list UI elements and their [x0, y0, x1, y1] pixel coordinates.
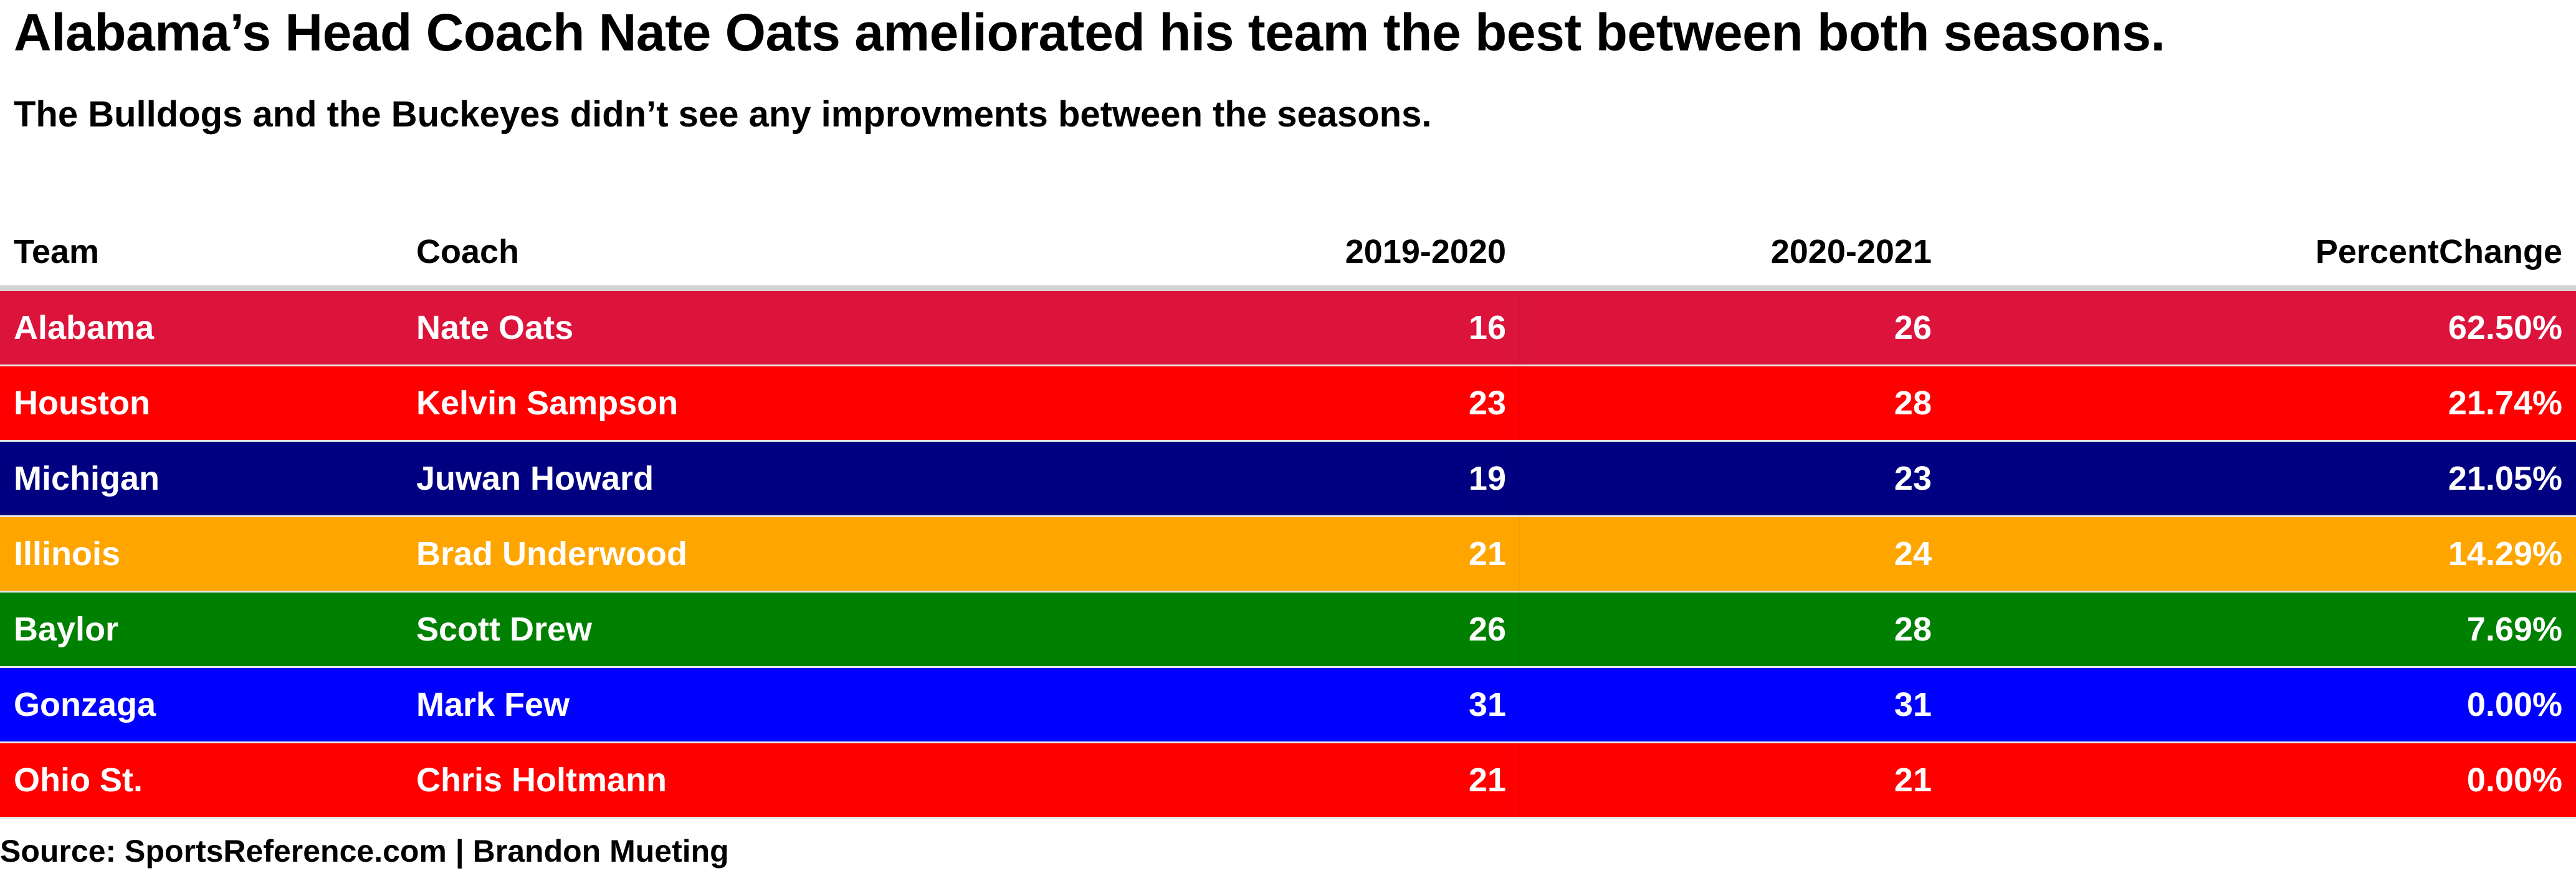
coach-cell: Juwan Howard	[416, 460, 654, 497]
source-note: Source: SportsReference.com | Brandon Mu…	[0, 834, 729, 869]
table-header: Team Coach 2019-2020 2020-2021 PercentCh…	[0, 218, 2576, 291]
wins-2020-2021-cell: 23	[1894, 460, 1932, 497]
coach-cell: Chris Holtmann	[416, 761, 667, 799]
percent-change-cell: 0.00%	[2466, 761, 2562, 799]
percent-change-cell: 14.29%	[2448, 535, 2562, 573]
chart-subtitle: The Bulldogs and the Buckeyes didn’t see…	[14, 94, 1432, 135]
wins-2020-2021-cell: 26	[1894, 309, 1932, 346]
coach-cell: Mark Few	[416, 686, 570, 723]
team-cell: Gonzaga	[14, 686, 156, 723]
data-table: Team Coach 2019-2020 2020-2021 PercentCh…	[0, 218, 2576, 819]
column-header-percent-change: PercentChange	[2315, 233, 2562, 270]
percent-change-cell: 21.05%	[2448, 460, 2562, 497]
wins-2019-2020-cell: 16	[1468, 309, 1506, 346]
wins-2019-2020-cell: 23	[1468, 384, 1506, 422]
percent-change-cell: 0.00%	[2466, 686, 2562, 723]
coach-cell: Kelvin Sampson	[416, 384, 679, 422]
column-separator	[1519, 743, 1520, 817]
team-cell: Michigan	[14, 460, 160, 497]
table-row: Michigan Juwan Howard 19 23 21.05%	[0, 442, 2576, 517]
wins-2019-2020-cell: 21	[1468, 535, 1506, 573]
table-body: Alabama Nate Oats 16 26 62.50% Houston Kelvin …	[0, 291, 2576, 819]
percent-change-cell: 7.69%	[2466, 611, 2562, 648]
column-separator	[1519, 668, 1520, 741]
column-header-team: Team	[14, 233, 100, 270]
team-cell: Baylor	[14, 611, 119, 648]
chart-title: Alabama’s Head Coach Nate Oats ameliorat…	[14, 3, 2165, 62]
column-separator	[1519, 366, 1520, 440]
coach-cell: Scott Drew	[416, 611, 593, 648]
wins-2020-2021-cell: 28	[1894, 611, 1932, 648]
column-header-2020-2021: 2020-2021	[1770, 233, 1932, 270]
column-separator	[1519, 593, 1520, 666]
column-separator	[1519, 291, 1520, 364]
wins-2019-2020-cell: 31	[1468, 686, 1506, 723]
column-header-2019-2020: 2019-2020	[1345, 233, 1506, 270]
wins-2019-2020-cell: 19	[1468, 460, 1506, 497]
table-row: Illinois Brad Underwood 21 24 14.29%	[0, 517, 2576, 593]
team-cell: Alabama	[14, 309, 155, 346]
column-separator	[1519, 442, 1520, 515]
percent-change-cell: 21.74%	[2448, 384, 2562, 422]
table-row: Houston Kelvin Sampson 23 28 21.74%	[0, 366, 2576, 442]
column-separator	[1519, 517, 1520, 591]
wins-2019-2020-cell: 21	[1468, 761, 1506, 799]
table-row: Baylor Scott Drew 26 28 7.69%	[0, 593, 2576, 668]
table-row: Ohio St. Chris Holtmann 21 21 0.00%	[0, 743, 2576, 819]
team-cell: Illinois	[14, 535, 121, 573]
table-row: Gonzaga Mark Few 31 31 0.00%	[0, 668, 2576, 743]
percent-change-cell: 62.50%	[2448, 309, 2562, 346]
coach-cell: Brad Underwood	[416, 535, 688, 573]
team-cell: Houston	[14, 384, 150, 422]
team-cell: Ohio St.	[14, 761, 143, 799]
table-row: Alabama Nate Oats 16 26 62.50%	[0, 291, 2576, 366]
wins-2019-2020-cell: 26	[1468, 611, 1506, 648]
wins-2020-2021-cell: 24	[1894, 535, 1932, 573]
wins-2020-2021-cell: 21	[1894, 761, 1932, 799]
wins-2020-2021-cell: 31	[1894, 686, 1932, 723]
wins-2020-2021-cell: 28	[1894, 384, 1932, 422]
coach-cell: Nate Oats	[416, 309, 574, 346]
column-header-coach: Coach	[416, 233, 520, 270]
